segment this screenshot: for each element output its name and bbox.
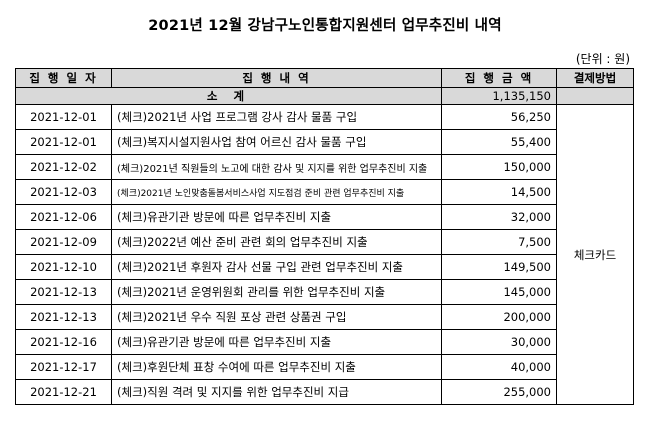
row-date: 2021-12-09 xyxy=(15,229,112,255)
row-date: 2021-12-13 xyxy=(15,304,112,330)
table-row: 2021-12-13 (체크)2021년 우수 직원 포상 관련 상품권 구입 … xyxy=(15,304,634,330)
subtotal-label: 소 계 xyxy=(15,87,442,105)
table-row: 2021-12-01 (체크)복지시설지원사업 참여 어르신 감사 물품 구입 … xyxy=(15,129,634,155)
row-date: 2021-12-06 xyxy=(15,204,112,230)
page-title: 2021년 12월 강남구노인통합지원센터 업무추진비 내역 xyxy=(148,18,502,34)
row-amount: 255,000 xyxy=(441,379,557,405)
table-row: 2021-12-10 (체크)2021년 후원자 감사 선물 구입 관련 업무추… xyxy=(15,254,634,280)
table-row: 2021-12-02 (체크)2021년 직원들의 노고에 대한 감사 및 지지… xyxy=(15,154,634,180)
payment-method: 체크카드 xyxy=(556,104,634,405)
row-amount: 40,000 xyxy=(441,354,557,380)
row-amount: 149,500 xyxy=(441,254,557,280)
subtotal-row: 소 계 1,135,150 xyxy=(15,87,634,105)
row-date: 2021-12-03 xyxy=(15,179,112,205)
subtotal-method-cell xyxy=(556,87,634,105)
row-amount: 7,500 xyxy=(441,229,557,255)
row-date: 2021-12-13 xyxy=(15,279,112,305)
header-amount: 집 행 금 액 xyxy=(441,68,557,88)
row-detail: (체크)2021년 후원자 감사 선물 구입 관련 업무추진비 지출 xyxy=(111,254,442,280)
header-date: 집 행 일 자 xyxy=(15,68,112,88)
header-method: 결제방법 xyxy=(556,68,634,88)
table-row: 2021-12-03 (체크)2021년 노인맞춤돌봄서비스사업 지도점검 준비… xyxy=(15,179,634,205)
header-detail: 집 행 내 역 xyxy=(111,68,442,88)
row-date: 2021-12-16 xyxy=(15,329,112,355)
row-amount: 14,500 xyxy=(441,179,557,205)
table-row: 2021-12-16 (체크)유관기관 방문에 따른 업무추진비 지출 30,0… xyxy=(15,329,634,355)
row-amount: 56,250 xyxy=(441,104,557,130)
row-detail: (체크)유관기관 방문에 따른 업무추진비 지출 xyxy=(111,329,442,355)
header-row: 집 행 일 자 집 행 내 역 집 행 금 액 결제방법 xyxy=(15,68,634,88)
table-row: 2021-12-06 (체크)유관기관 방문에 따른 업무추진비 지출 32,0… xyxy=(15,204,634,230)
unit-label: (단위 : 원) xyxy=(575,52,630,66)
row-date: 2021-12-01 xyxy=(15,104,112,130)
table-row: 2021-12-01 (체크)2021년 사업 프로그램 강사 감사 물품 구입… xyxy=(15,104,634,405)
table-row: 2021-12-21 (체크)직원 격려 및 지지를 위한 업무추진비 지급 2… xyxy=(15,379,634,405)
row-amount: 150,000 xyxy=(441,154,557,180)
row-amount: 30,000 xyxy=(441,329,557,355)
row-date: 2021-12-17 xyxy=(15,354,112,380)
row-detail: (체크)2021년 직원들의 노고에 대한 감사 및 지지를 위한 업무추진비 … xyxy=(111,154,442,180)
row-detail: (체크)복지시설지원사업 참여 어르신 감사 물품 구입 xyxy=(111,129,442,155)
row-date: 2021-12-01 xyxy=(15,129,112,155)
row-date: 2021-12-02 xyxy=(15,154,112,180)
row-detail: (체크)2021년 운영위원회 관리를 위한 업무추진비 지출 xyxy=(111,279,442,305)
row-amount: 55,400 xyxy=(441,129,557,155)
row-detail: (체크)유관기관 방문에 따른 업무추진비 지출 xyxy=(111,204,442,230)
row-detail: (체크)직원 격려 및 지지를 위한 업무추진비 지급 xyxy=(111,379,442,405)
row-detail: (체크)2021년 우수 직원 포상 관련 상품권 구입 xyxy=(111,304,442,330)
row-detail: (체크)2021년 노인맞춤돌봄서비스사업 지도점검 준비 관련 업무추진비 지… xyxy=(111,179,442,205)
row-date: 2021-12-10 xyxy=(15,254,112,280)
row-amount: 32,000 xyxy=(441,204,557,230)
row-detail: (체크)후원단체 표창 수여에 따른 업무추진비 지출 xyxy=(111,354,442,380)
table-row: 2021-12-17 (체크)후원단체 표창 수여에 따른 업무추진비 지출 4… xyxy=(15,354,634,380)
row-date: 2021-12-21 xyxy=(15,379,112,405)
table-row: 2021-12-13 (체크)2021년 운영위원회 관리를 위한 업무추진비 … xyxy=(15,279,634,305)
row-detail: (체크)2021년 사업 프로그램 강사 감사 물품 구입 xyxy=(111,104,442,130)
table-row: 2021-12-09 (체크)2022년 예산 준비 관련 회의 업무추진비 지… xyxy=(15,229,634,255)
row-amount: 200,000 xyxy=(441,304,557,330)
subtotal-amount: 1,135,150 xyxy=(441,87,557,105)
row-detail: (체크)2022년 예산 준비 관련 회의 업무추진비 지출 xyxy=(111,229,442,255)
row-amount: 145,000 xyxy=(441,279,557,305)
expense-table: 집 행 일 자 집 행 내 역 집 행 금 액 결제방법 소 계 1,135,1… xyxy=(15,68,634,405)
